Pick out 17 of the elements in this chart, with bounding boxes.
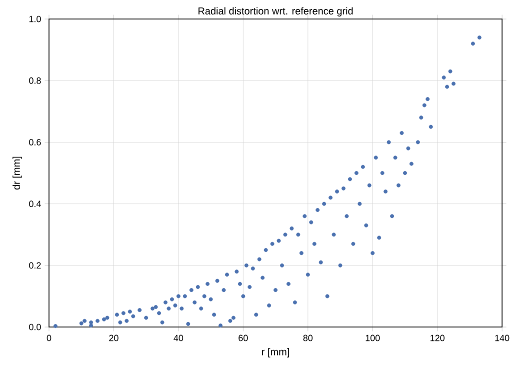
y-axis-title: dr [mm]	[12, 156, 22, 190]
x-tick-label: 100	[366, 334, 380, 342]
x-axis-title: r [mm]	[262, 348, 289, 358]
y-tick-label: 0.2	[29, 262, 41, 269]
x-tick-label: 140	[495, 334, 510, 342]
x-tick-label: 40	[174, 334, 184, 342]
y-tick-label: 0.6	[29, 139, 41, 146]
y-tick-label: 0.0	[29, 324, 41, 330]
x-tick-label: 60	[238, 334, 248, 342]
x-tick-label: 120	[430, 334, 444, 342]
chart-title: Radial distortion wrt. reference grid	[198, 7, 353, 16]
y-tick-label: 0.8	[29, 77, 41, 84]
y-tick-label: 0.4	[29, 200, 41, 207]
y-tick-label: 1.0	[29, 16, 41, 22]
x-tick-label: 20	[109, 334, 118, 342]
x-tick-label: 0	[46, 334, 52, 342]
x-tick-label: 80	[303, 334, 313, 342]
